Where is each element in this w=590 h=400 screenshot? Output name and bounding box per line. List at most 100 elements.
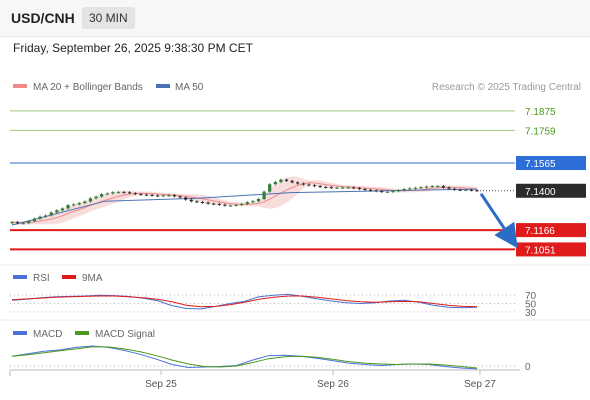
candle-body [111, 192, 115, 194]
header-bar: USD/CNH 30 MIN [0, 0, 590, 37]
candle-body [296, 182, 300, 184]
level-label: 7.1759 [525, 126, 556, 137]
candle-body [284, 179, 289, 181]
candle-body [38, 216, 42, 219]
candle-body [268, 184, 272, 192]
candle-body [475, 190, 479, 192]
candle-body [55, 210, 59, 213]
timestamp: Friday, September 26, 2025 9:38:30 PM CE… [13, 41, 253, 55]
candle-body [122, 192, 126, 194]
watermark: Research © 2025 Trading Central [432, 82, 581, 93]
legend-swatch-9ma [62, 275, 76, 279]
candle-body [385, 191, 389, 193]
legend-label-ma50: MA 50 [175, 82, 204, 93]
candle-body [452, 188, 457, 190]
level-tag [516, 242, 586, 257]
candle-body [363, 189, 367, 191]
candle-body [340, 187, 345, 189]
candle-body [357, 188, 361, 190]
candle-body [144, 194, 149, 196]
candle-body [77, 203, 81, 205]
candle-body [430, 186, 434, 188]
candle-body [116, 192, 121, 194]
candle-body [413, 187, 417, 189]
legend-label-ma20: MA 20 + Bollinger Bands [33, 82, 143, 93]
level-label: 7.1565 [525, 159, 556, 170]
x-tick-label: Sep 25 [145, 379, 177, 390]
candle-body [212, 203, 216, 205]
level-tag [516, 156, 586, 171]
candle-body [424, 186, 429, 188]
candle-body [368, 189, 373, 191]
macd-line [11, 345, 478, 370]
candle-body [312, 185, 317, 187]
legend-label-macd: MACD [33, 329, 62, 340]
macd-signal-line [11, 346, 478, 369]
rsi-line [11, 293, 478, 310]
macd-tick-label: 0 [525, 362, 531, 373]
legend-swatch-rsi [13, 275, 27, 279]
candle-body [32, 218, 37, 222]
candle-body [21, 223, 25, 225]
candle-body [441, 186, 445, 188]
x-tick-label: Sep 27 [464, 379, 496, 390]
rsi-9ma-line [11, 295, 478, 308]
candle-body [464, 189, 468, 191]
candle-body [156, 195, 160, 197]
candle-body [88, 198, 93, 202]
legend-label-rsi: RSI [33, 273, 50, 284]
timeframe-badge[interactable]: 30 MIN [82, 7, 135, 29]
candle-body [458, 189, 462, 191]
rsi-tick-label: 50 [525, 300, 537, 311]
candle-body [318, 186, 322, 188]
candle-body [419, 187, 423, 189]
candle-body [161, 195, 165, 197]
candle-body [200, 202, 205, 204]
candle-body [301, 183, 305, 185]
candle-body [72, 204, 76, 206]
candle-body [150, 194, 154, 196]
legend-swatch-macd [13, 331, 27, 335]
legend-swatch-ma20 [13, 84, 27, 88]
candle-body [16, 222, 20, 224]
candle-body [189, 199, 193, 202]
candle-body [273, 182, 277, 185]
candle-body [223, 204, 227, 206]
candle-body [469, 189, 473, 191]
candle-body [408, 188, 412, 190]
candle-body [10, 222, 14, 224]
candle-body [262, 191, 266, 200]
candle-body [139, 194, 143, 196]
candle-body [402, 189, 406, 191]
candle-body [447, 187, 451, 189]
candle-body [391, 191, 395, 193]
rsi-tick-label: 70 [525, 291, 537, 302]
legend-label-9ma: 9MA [82, 273, 103, 284]
candle-body [178, 196, 182, 198]
legend-swatch-ma50 [156, 84, 170, 88]
candle-body [290, 180, 294, 183]
candle-body [240, 204, 244, 206]
legend-label-macd-signal: MACD Signal [95, 329, 155, 340]
candle-body [133, 193, 137, 195]
bollinger-band [12, 176, 477, 225]
level-label: 7.1875 [525, 107, 556, 118]
candle-body [329, 187, 333, 189]
candle-body [195, 201, 199, 203]
candle-body [83, 201, 87, 204]
candle-body [27, 221, 31, 224]
rsi-tick-label: 30 [525, 308, 537, 319]
candle-body [94, 196, 98, 199]
candle-body [217, 203, 221, 205]
candle-body [234, 204, 238, 206]
candle-body [374, 190, 378, 192]
candle-body [380, 191, 384, 193]
ma50-line [11, 188, 478, 226]
candle-body [206, 202, 210, 204]
forecast-arrow [479, 192, 518, 249]
candle-body [396, 190, 401, 192]
x-tick-label: Sep 26 [317, 379, 349, 390]
candle-body [245, 202, 249, 205]
candle-body [60, 208, 65, 211]
